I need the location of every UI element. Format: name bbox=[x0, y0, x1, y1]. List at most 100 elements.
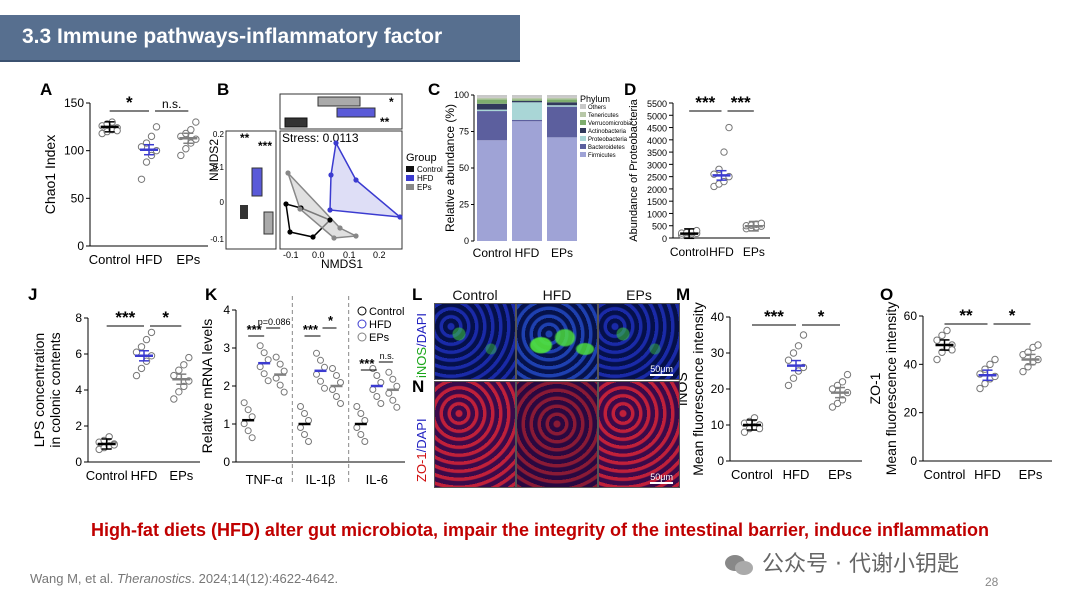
c-ytick-label: 100 bbox=[454, 90, 469, 100]
c-legend-label: Others bbox=[588, 105, 606, 111]
k-data-point bbox=[377, 400, 385, 407]
k-data-point bbox=[248, 434, 256, 442]
j-sig-label: *** bbox=[115, 308, 135, 327]
m-sig-label: * bbox=[818, 307, 825, 326]
m-ytick-label: 10 bbox=[711, 418, 725, 432]
m-data-point bbox=[794, 342, 803, 350]
nmds-scatter-frame bbox=[279, 130, 403, 250]
hull-hfd bbox=[329, 140, 403, 218]
k-data-point bbox=[317, 356, 324, 364]
c-legend-label: Proteobacteria bbox=[588, 137, 628, 143]
d-ytick-label: 4000 bbox=[647, 136, 667, 146]
o-data-point bbox=[933, 336, 941, 344]
c-ytick-label: 25 bbox=[459, 200, 469, 210]
d-category-label: HFD bbox=[709, 245, 734, 259]
group-legend-title: Group bbox=[406, 152, 437, 164]
d-category-label: EPs bbox=[743, 245, 765, 259]
nmds1-boxplot-frame bbox=[279, 93, 403, 130]
d-data-point bbox=[725, 123, 733, 132]
d-ytick-label: 5000 bbox=[647, 111, 667, 121]
c-stacked-segment bbox=[512, 119, 542, 122]
k-data-point bbox=[337, 379, 344, 386]
m-ytick-label: 20 bbox=[711, 382, 725, 396]
micro-col-control: Control bbox=[452, 287, 498, 303]
c-stacked-segment bbox=[547, 99, 577, 103]
panel-k-legend: Control HFD EPs bbox=[357, 306, 404, 344]
m-data-point bbox=[784, 381, 793, 390]
k-data-point bbox=[361, 417, 369, 424]
c-legend-swatch bbox=[580, 112, 586, 117]
stress-label: Stress: 0.0113 bbox=[282, 131, 359, 145]
o-ytick-label: 0 bbox=[910, 454, 917, 468]
k-data-point bbox=[301, 431, 308, 438]
j-data-point bbox=[132, 371, 141, 380]
j-category-label: EPs bbox=[169, 468, 193, 483]
c-legend-label: Verrucomicrobia bbox=[588, 121, 632, 127]
k-data-point bbox=[329, 386, 336, 393]
nmds1-tick-2: 0.1 bbox=[343, 250, 356, 260]
c-stacked-segment bbox=[477, 95, 507, 98]
k-data-point bbox=[357, 431, 365, 438]
legend-swatch-hfd bbox=[406, 175, 414, 181]
o-data-point bbox=[938, 331, 946, 340]
k-ytick-label: 1 bbox=[223, 417, 230, 431]
k-data-point bbox=[329, 365, 336, 372]
k-category-label: IL-1β bbox=[306, 472, 336, 487]
o-category-label: EPs bbox=[1019, 467, 1043, 482]
panel-label-n: N bbox=[412, 377, 424, 396]
panel-label-m: M bbox=[676, 285, 690, 304]
k-data-point bbox=[385, 389, 393, 397]
m-data-point bbox=[755, 424, 764, 433]
o-ytick-label: 40 bbox=[904, 357, 918, 371]
page-number: 28 bbox=[985, 575, 999, 589]
a-data-point bbox=[113, 126, 121, 135]
conclusion-text: High-fat diets (HFD) alter gut microbiot… bbox=[90, 520, 990, 540]
panel-label-c: C bbox=[428, 80, 440, 99]
wechat-icon bbox=[725, 555, 753, 575]
c-stacked-segment bbox=[477, 97, 507, 100]
inos-image-eps: 50μm bbox=[598, 303, 680, 380]
k-data-point bbox=[313, 349, 320, 357]
nmds2-tick-3: -0.1 bbox=[210, 235, 224, 244]
c-legend-title: Phylum bbox=[580, 94, 610, 104]
c-legend-swatch bbox=[580, 120, 586, 125]
k-data-point bbox=[301, 410, 308, 417]
nmds2-boxplot-frame bbox=[225, 130, 277, 250]
k-sig-label: *** bbox=[247, 322, 263, 337]
o-data-point bbox=[986, 360, 994, 369]
k-data-point bbox=[317, 377, 324, 385]
j-data-point bbox=[175, 388, 183, 396]
legend-marker-hfd bbox=[357, 319, 367, 329]
c-legend-label: Firmicutes bbox=[588, 153, 616, 159]
o-ytick-label: 60 bbox=[904, 309, 918, 323]
k-legend-control: Control bbox=[369, 306, 404, 318]
panel-label-j: J bbox=[28, 285, 37, 304]
d-ytick-label: 1500 bbox=[647, 197, 667, 207]
a-category-label: Control bbox=[89, 252, 131, 267]
c-stacked-segment bbox=[477, 140, 507, 241]
o-category-label: HFD bbox=[974, 467, 1001, 482]
k-data-point bbox=[244, 427, 252, 435]
watermark-text: 公众号 · 代谢小钥匙 bbox=[762, 552, 959, 577]
o-y-axis-title: ZO-1 bbox=[867, 372, 883, 404]
nmds-sig-2: * bbox=[389, 95, 394, 109]
k-data-point bbox=[369, 386, 377, 393]
k-ytick-label: 4 bbox=[223, 303, 230, 317]
c-legend-label: Bacteroidetes bbox=[588, 145, 625, 151]
box-control-y bbox=[240, 205, 248, 219]
box-eps-y bbox=[263, 211, 274, 235]
legend-eps: EPs bbox=[417, 183, 432, 192]
d-data-point bbox=[720, 148, 728, 156]
o-sig-label: ** bbox=[959, 306, 973, 325]
j-data-point bbox=[170, 395, 178, 403]
c-legend-label: Actinobacteria bbox=[588, 129, 627, 135]
m-ytick-label: 0 bbox=[717, 454, 724, 468]
d-ytick-label: 1000 bbox=[647, 209, 667, 219]
d-sig-label: *** bbox=[731, 93, 751, 112]
m-data-point bbox=[828, 403, 837, 411]
d-category-label: Control bbox=[670, 245, 709, 259]
c-ytick-label: 75 bbox=[459, 127, 469, 137]
nmds-point-eps bbox=[337, 225, 343, 231]
d-ytick-label: 3000 bbox=[647, 160, 667, 170]
o-sig-label: * bbox=[1009, 306, 1016, 325]
